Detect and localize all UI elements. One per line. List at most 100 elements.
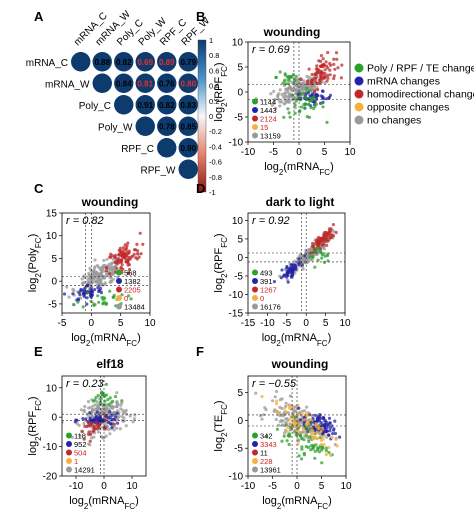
scatter-point bbox=[302, 453, 306, 457]
scatter-point bbox=[305, 89, 309, 93]
x-axis-label: log2(mRNAFC) bbox=[262, 332, 332, 348]
legend-entry: no changes bbox=[367, 115, 421, 127]
scatter-point bbox=[291, 271, 295, 275]
count-label: 3343 bbox=[260, 440, 277, 449]
scatter-point bbox=[124, 424, 128, 428]
scatter-point bbox=[298, 423, 302, 428]
scatter-point bbox=[85, 296, 89, 300]
scatter-point bbox=[317, 426, 321, 431]
panel-label: B bbox=[196, 9, 205, 24]
scatter-point bbox=[110, 417, 114, 422]
scatter-point bbox=[306, 420, 310, 424]
scatter-point bbox=[313, 456, 317, 460]
count-swatch bbox=[252, 269, 258, 276]
scatter-point bbox=[276, 93, 280, 97]
scatter-point bbox=[330, 233, 334, 237]
matrix-cell-value: 0.90 bbox=[180, 144, 196, 153]
scatter-point bbox=[323, 235, 327, 239]
scatter-point bbox=[88, 439, 92, 443]
scatter-point bbox=[319, 249, 323, 253]
scatter-point bbox=[291, 267, 295, 271]
scatter-point bbox=[96, 404, 100, 408]
y-tick-label: -10 bbox=[229, 138, 244, 149]
x-tick-label: 5 bbox=[322, 147, 328, 158]
x-tick-label: 10 bbox=[126, 481, 138, 492]
count-label: 342 bbox=[260, 432, 273, 441]
scatter-point bbox=[314, 246, 319, 250]
count-swatch bbox=[252, 115, 258, 122]
scatter-point bbox=[295, 433, 299, 437]
matrix-cell-circle bbox=[156, 137, 178, 159]
scatter-point bbox=[313, 413, 317, 417]
scatter-point bbox=[115, 405, 119, 409]
x-tick-label: 5 bbox=[118, 318, 124, 329]
scatter-point bbox=[315, 430, 319, 434]
scatter-point bbox=[320, 256, 324, 260]
scatter-point bbox=[286, 89, 290, 94]
y-tick-label: -5 bbox=[234, 113, 243, 124]
scatter-point bbox=[321, 105, 325, 109]
scatter-point bbox=[104, 269, 108, 273]
scatter-point bbox=[275, 399, 279, 403]
scatter-point bbox=[303, 430, 307, 434]
scatter-point bbox=[314, 422, 318, 426]
scatter-point bbox=[322, 260, 326, 264]
count-label: 568 bbox=[124, 269, 137, 278]
scatter-point bbox=[112, 265, 116, 270]
scatter-point bbox=[94, 420, 98, 424]
scatter-point bbox=[286, 107, 290, 111]
scatter-point bbox=[325, 435, 329, 439]
scatter-point bbox=[89, 281, 94, 286]
scatter-point bbox=[84, 417, 88, 421]
count-swatch bbox=[252, 295, 258, 301]
scatter-point bbox=[326, 433, 331, 437]
panel-title: elf18 bbox=[96, 357, 124, 371]
scatter-point bbox=[280, 92, 284, 97]
scatter-point bbox=[331, 223, 335, 227]
matrix-cell-circle bbox=[134, 94, 156, 116]
scatter-point bbox=[307, 435, 311, 439]
scatter-point bbox=[124, 408, 128, 412]
scatter-point bbox=[121, 246, 125, 250]
count-swatch bbox=[116, 278, 122, 284]
scatter-point bbox=[76, 300, 80, 304]
scatter-point bbox=[284, 401, 288, 405]
scatter-point bbox=[310, 99, 314, 103]
panel-label: D bbox=[196, 181, 205, 196]
matrix-cell-value: 0.85 bbox=[180, 122, 196, 131]
scatter-point bbox=[272, 101, 276, 105]
scatter-point bbox=[274, 106, 278, 110]
count-label: 2205 bbox=[124, 286, 141, 295]
scatter-point bbox=[115, 401, 119, 405]
scatter-point bbox=[128, 414, 132, 418]
scatter-point bbox=[306, 79, 310, 83]
scatter-point bbox=[119, 403, 123, 407]
scatter-point bbox=[85, 424, 89, 428]
count-swatch bbox=[66, 441, 72, 447]
count-label: 1144 bbox=[260, 98, 276, 107]
matrix-cell-value: 0.78 bbox=[159, 122, 175, 131]
colorbar-tick-label: 0 bbox=[209, 112, 213, 121]
scatter-point bbox=[290, 263, 294, 267]
panel-a-label: A bbox=[34, 9, 44, 24]
scatter-point bbox=[108, 396, 112, 400]
scatter-point bbox=[120, 259, 124, 263]
scatter-point bbox=[314, 80, 318, 84]
scatter-point bbox=[318, 432, 322, 436]
scatter-point bbox=[281, 412, 285, 416]
scatter-point bbox=[93, 258, 97, 262]
scatter-point bbox=[79, 288, 83, 292]
scatter-point bbox=[318, 236, 323, 241]
panel-label: F bbox=[196, 344, 204, 359]
scatter-point bbox=[327, 450, 331, 455]
matrix-cell-value: 0.89 bbox=[159, 58, 175, 67]
scatter-point bbox=[136, 252, 140, 256]
legend-entry: Poly / RPF / TE changes bbox=[367, 63, 474, 75]
scatter-point bbox=[332, 74, 336, 78]
scatter-point bbox=[334, 437, 338, 442]
scatter-points bbox=[62, 382, 137, 447]
plot-frame bbox=[247, 212, 346, 314]
scatter-point bbox=[102, 393, 106, 397]
scatter-point bbox=[104, 408, 109, 412]
scatter-point bbox=[292, 409, 296, 413]
